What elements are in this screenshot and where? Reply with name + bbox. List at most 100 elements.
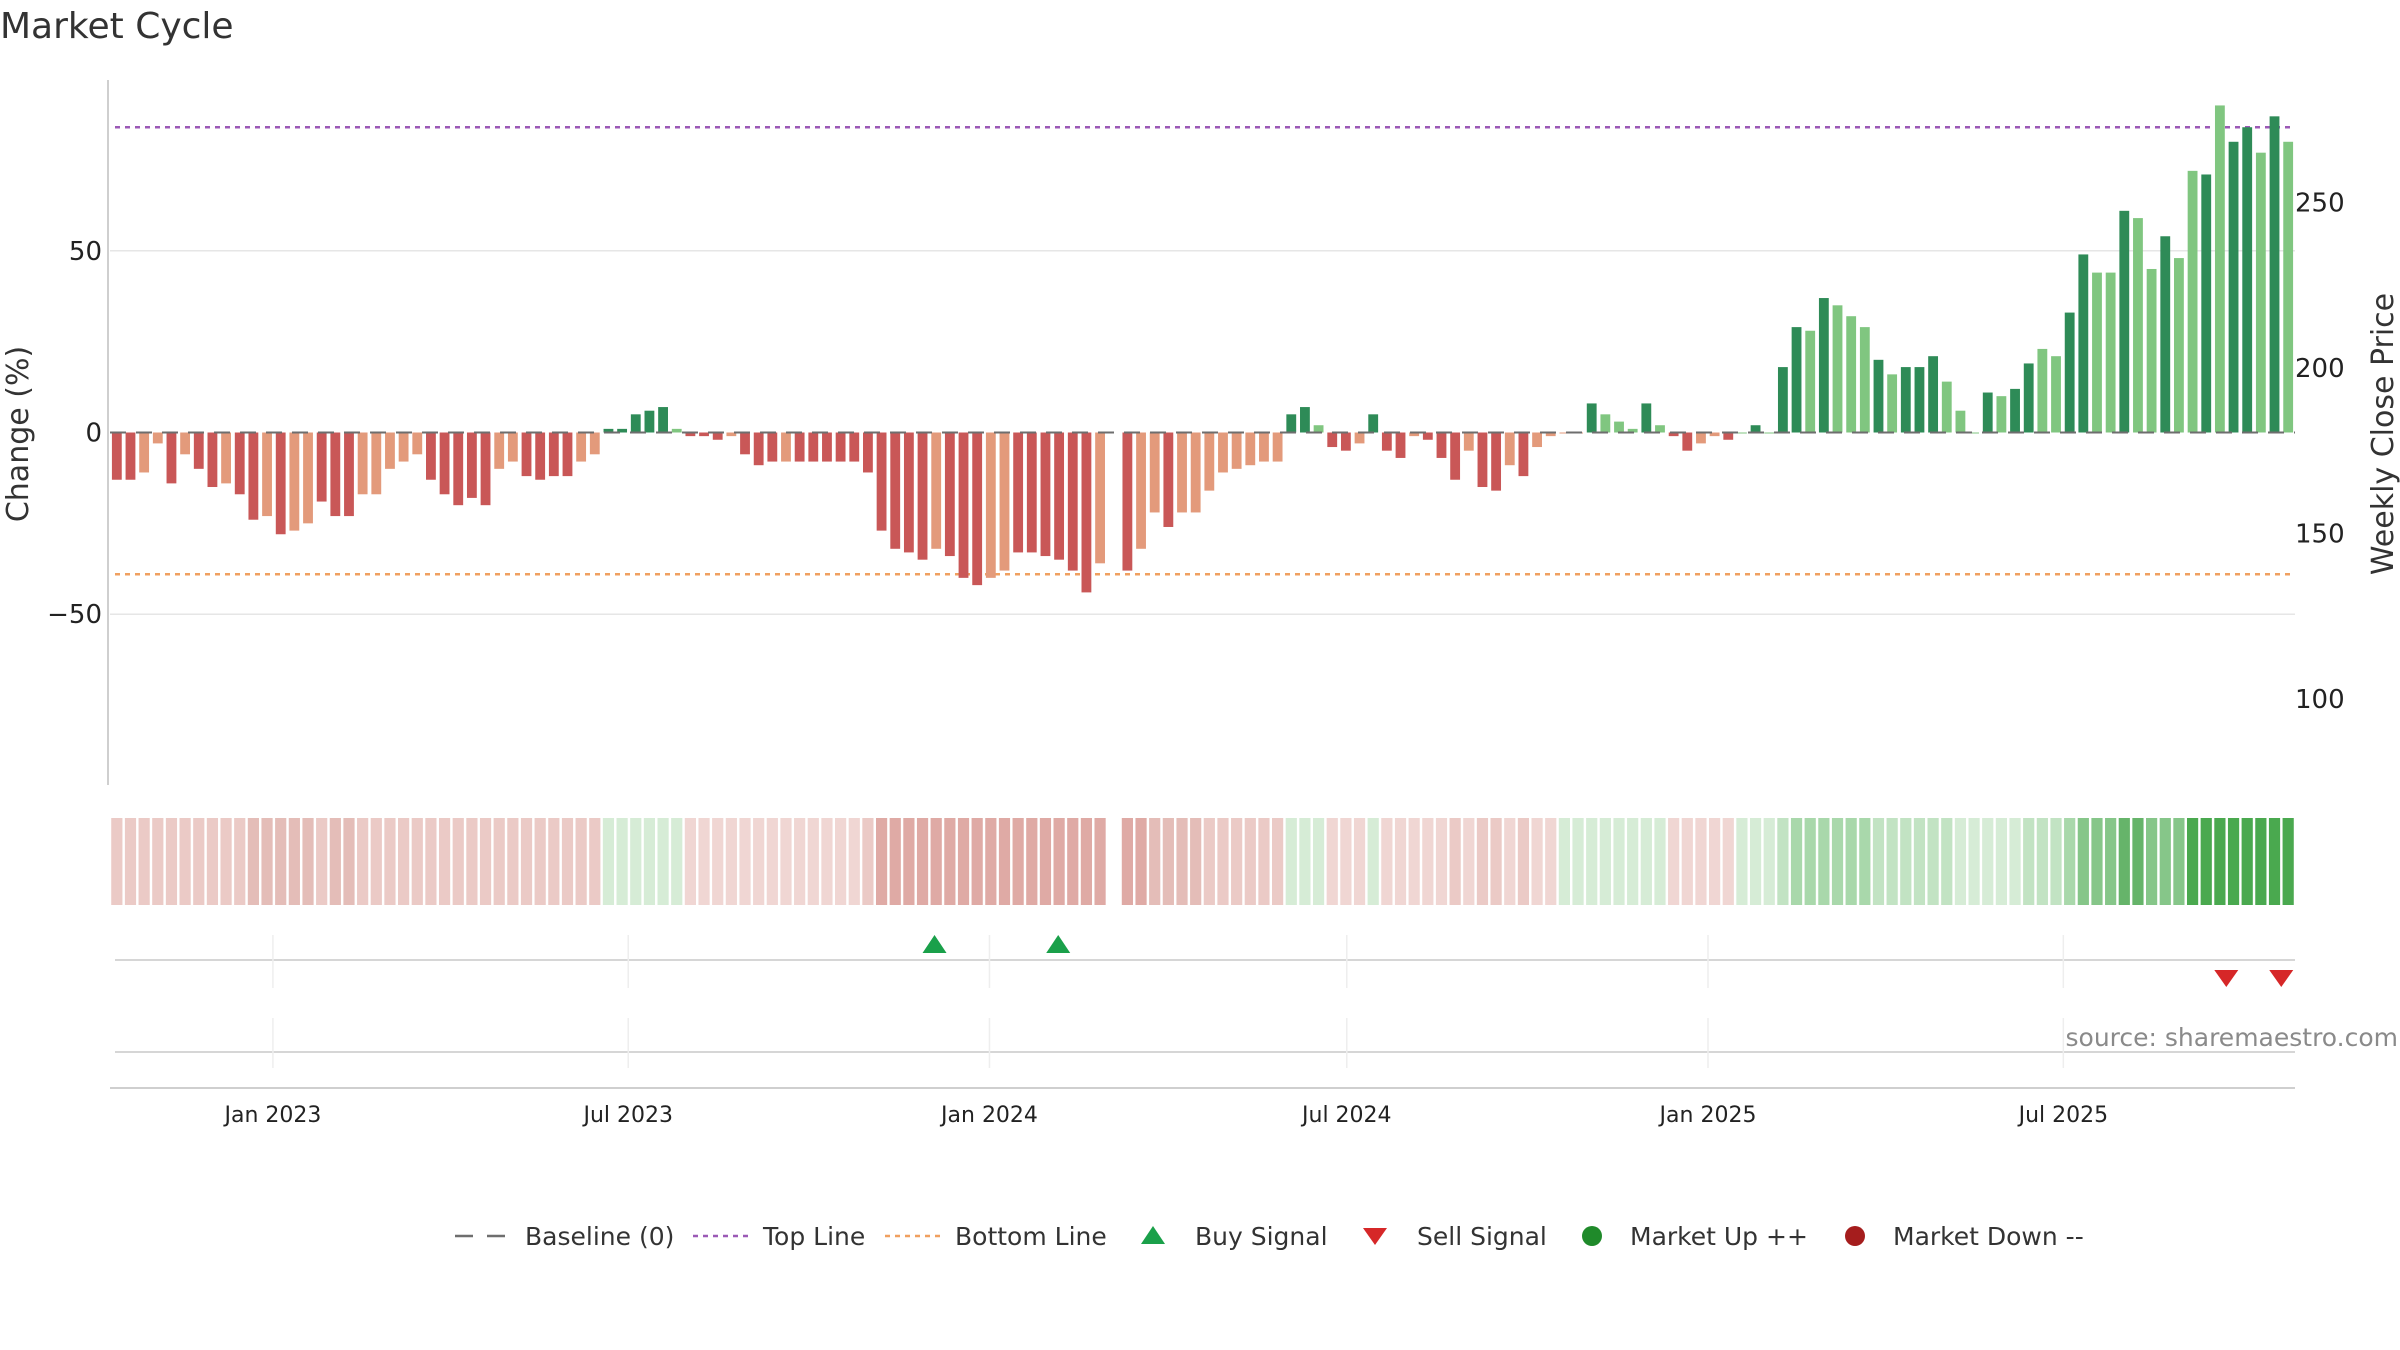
heat-cell [111,818,123,905]
heat-cell [548,818,560,905]
bar [2228,141,2239,433]
bar [1327,432,1338,448]
heat-cell [2009,818,2021,905]
heat-cell [1736,818,1748,905]
bar [617,428,628,433]
heat-cell [1435,818,1448,905]
bar [521,432,532,477]
chart-title: Market Cycle [0,6,234,47]
heat-cell [2173,818,2185,905]
heat-cell [2036,818,2048,905]
heat-cell [903,818,915,905]
bar [1818,298,1829,433]
bar [1982,392,1993,433]
bar [139,432,150,473]
heat-cell [179,818,191,905]
bar [2160,236,2171,433]
bar [699,432,709,437]
bar [2105,272,2116,433]
bar [999,432,1010,571]
bar [2174,258,2184,433]
legend-label: Buy Signal [1195,1222,1328,1251]
heat-cell [2105,818,2117,905]
bar [234,432,245,495]
heat-cell [1231,818,1243,905]
heat-cell [384,818,396,905]
heat-cell [452,818,464,905]
bar [1300,407,1310,433]
bar [1682,432,1693,451]
heat-cell [2227,818,2240,905]
bar [1136,432,1146,549]
heat-cell [848,818,860,905]
heat-cell [1285,818,1297,905]
heat-cell [1777,818,1789,905]
heat-cell [561,818,574,905]
heat-cell [165,818,178,905]
heat-cell [739,818,751,905]
heat-cell [1394,818,1407,905]
heat-cell [575,818,587,905]
bar [344,432,354,517]
bar [166,432,177,484]
bar [385,432,395,469]
legend-label: Market Down -- [1893,1222,2084,1251]
heat-cell [329,818,341,905]
heat-cell [1982,818,1994,905]
bar [1450,432,1461,480]
bar [1395,432,1406,458]
heat-cell [193,818,205,905]
heat-cell [1272,818,1284,905]
bar [466,432,477,498]
bar [494,432,505,469]
bar [1969,432,1979,434]
heat-cell [1572,818,1584,905]
bar [1095,432,1105,564]
heat-cell [1203,818,1215,905]
bar [1491,432,1502,491]
heat-cell [1845,818,1857,905]
bar [1941,381,1952,433]
heat-cell [1217,818,1229,905]
bar [1928,356,1939,433]
bar [781,432,791,462]
bar [1791,327,1802,433]
bar [548,432,559,477]
bar [2242,127,2253,433]
heat-cell [1121,818,1133,905]
bar [1040,432,1051,557]
heat-cell [2023,818,2035,905]
heat-cell [234,818,246,905]
heat-cell [1299,818,1311,905]
heat-cell [1190,818,1202,905]
x-tick-label: Jul 2023 [582,1103,674,1128]
heat-strip [111,818,2294,905]
bar [2010,388,2020,433]
bar [1709,432,1720,437]
bar [1641,403,1652,433]
bar [2023,363,2034,433]
bar [944,432,955,557]
heat-cell [2200,818,2212,905]
heat-cell [835,818,847,905]
heat-cell [889,818,901,905]
heat-cell [124,818,137,905]
legend-swatch [1582,1226,1602,1246]
bar-series [110,105,2295,593]
heat-cell [1763,818,1775,905]
bar [2133,218,2143,433]
heat-cell [1094,818,1106,905]
bar [480,432,491,506]
legend-item: Bottom Line [885,1222,1107,1251]
bar [1955,410,1966,433]
bar [1354,432,1365,444]
legend-label: Market Up ++ [1630,1222,1808,1251]
heat-cell [589,818,601,905]
heat-cell [1463,818,1475,905]
heat-cell [1558,818,1570,905]
signal-rows [115,935,2295,1053]
heat-cell [1545,818,1557,905]
bar [589,432,600,455]
bar [1600,414,1611,433]
heat-cell [138,818,150,905]
